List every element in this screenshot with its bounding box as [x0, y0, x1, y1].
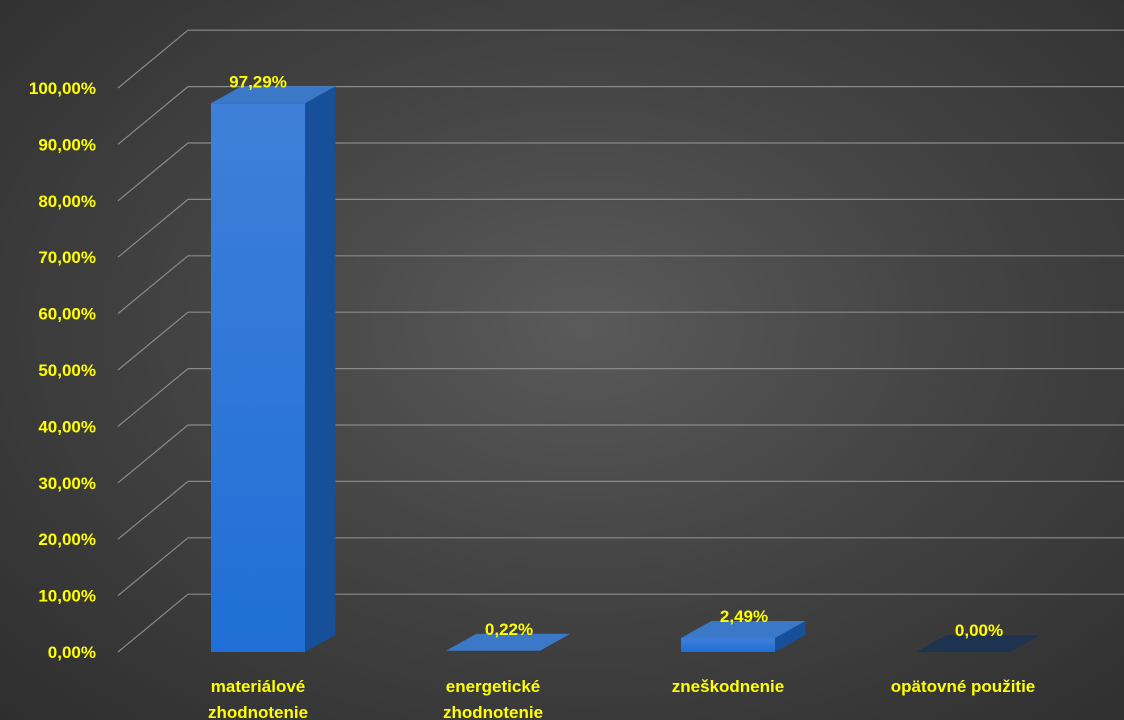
- gridline-diagonal: [117, 311, 189, 371]
- gridline-diagonal: [117, 198, 189, 258]
- bars: [211, 86, 1041, 652]
- category-label: opätovné použitie: [891, 677, 1036, 696]
- bar-front: [681, 637, 775, 652]
- bar-front: [211, 103, 305, 652]
- x-axis-categories: materiálové zhodnotenie energetické zhodnot…: [208, 677, 1035, 720]
- gridline-diagonal: [117, 86, 189, 145]
- bar: [681, 620, 806, 652]
- category-label: energetické: [446, 677, 541, 696]
- gridline-diagonal: [117, 255, 189, 315]
- bar-top: [211, 86, 336, 104]
- gridline-diagonal: [117, 480, 189, 540]
- gridline-diagonal: [117, 424, 189, 484]
- data-label: 97,29%: [229, 72, 287, 91]
- y-tick-label: 100,00%: [29, 79, 96, 98]
- bar: [916, 635, 1041, 652]
- y-tick-label: 40,00%: [38, 417, 96, 436]
- gridline-diagonal: [117, 593, 189, 653]
- gridlines: [117, 29, 1124, 653]
- data-label: 2,49%: [720, 607, 768, 626]
- bar: [211, 86, 336, 652]
- y-tick-label: 0,00%: [48, 643, 96, 662]
- y-tick-label: 60,00%: [38, 305, 96, 324]
- y-tick-label: 90,00%: [38, 135, 96, 154]
- category-label: zneškodnenie: [672, 677, 784, 696]
- data-labels: 97,29% 0,22% 2,49% 0,00%: [229, 72, 1003, 640]
- y-tick-label: 20,00%: [38, 530, 96, 549]
- category-label: zhodnotenie: [208, 703, 308, 720]
- category-label: materiálové: [211, 677, 306, 696]
- y-tick-label: 50,00%: [38, 361, 96, 380]
- gridline-diagonal: [117, 537, 189, 597]
- gridline-diagonal: [117, 29, 189, 89]
- y-tick-label: 70,00%: [38, 248, 96, 267]
- gridline-diagonal: [117, 142, 189, 202]
- bar-top: [446, 633, 571, 651]
- bar-top: [681, 620, 806, 638]
- y-axis-ticks: 0,00% 10,00% 20,00% 30,00% 40,00% 50,00% 60,00…: [29, 79, 96, 662]
- y-tick-label: 80,00%: [38, 192, 96, 211]
- bar: [446, 633, 571, 651]
- data-label: 0,00%: [955, 621, 1003, 640]
- data-label: 0,22%: [485, 620, 533, 639]
- bar-top: [916, 635, 1041, 652]
- bar-side: [305, 86, 336, 652]
- category-label: zhodnotenie: [443, 703, 543, 720]
- y-tick-label: 10,00%: [38, 587, 96, 606]
- y-tick-label: 30,00%: [38, 474, 96, 493]
- bar-side: [775, 620, 806, 652]
- gridline-diagonal: [117, 368, 189, 427]
